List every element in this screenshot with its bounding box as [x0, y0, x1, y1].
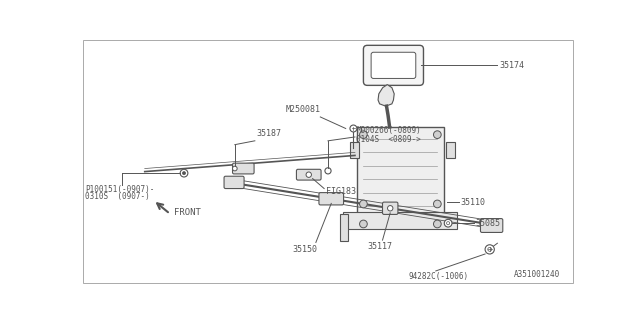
Circle shape	[444, 219, 452, 227]
Text: FIG183: FIG183	[326, 187, 356, 196]
FancyBboxPatch shape	[224, 176, 244, 188]
Text: 35174: 35174	[499, 61, 524, 70]
Text: 0310S  (0907-): 0310S (0907-)	[86, 192, 150, 201]
Text: 0104S  <0809->: 0104S <0809->	[356, 135, 421, 144]
Text: FRONT: FRONT	[174, 208, 201, 217]
Circle shape	[350, 125, 357, 132]
Text: 35150: 35150	[292, 245, 318, 254]
Bar	[357, 127, 444, 218]
Circle shape	[180, 169, 188, 177]
FancyBboxPatch shape	[481, 219, 503, 232]
FancyBboxPatch shape	[296, 169, 321, 180]
Text: 35110: 35110	[460, 198, 486, 207]
Bar	[344, 212, 458, 228]
Text: 35117: 35117	[367, 243, 392, 252]
Polygon shape	[378, 84, 394, 106]
Circle shape	[488, 247, 492, 251]
Circle shape	[433, 200, 441, 208]
Circle shape	[360, 200, 367, 208]
FancyBboxPatch shape	[319, 193, 344, 205]
Text: 94282C(-1006): 94282C(-1006)	[409, 272, 469, 281]
Bar	[349, 142, 359, 158]
Circle shape	[182, 172, 186, 175]
FancyBboxPatch shape	[232, 163, 254, 174]
Text: 35085: 35085	[476, 219, 501, 228]
Circle shape	[433, 220, 441, 228]
Text: M250081: M250081	[285, 105, 321, 114]
Circle shape	[360, 131, 367, 139]
Text: M000266(-0809): M000266(-0809)	[356, 126, 421, 135]
Circle shape	[360, 220, 367, 228]
Circle shape	[325, 168, 331, 174]
Circle shape	[232, 166, 237, 171]
FancyBboxPatch shape	[364, 45, 424, 85]
Circle shape	[447, 222, 450, 225]
Bar	[446, 142, 455, 158]
FancyBboxPatch shape	[383, 202, 398, 214]
Text: P100151(-0907)-: P100151(-0907)-	[86, 185, 155, 194]
Circle shape	[433, 131, 441, 139]
FancyBboxPatch shape	[371, 52, 416, 78]
Bar	[340, 214, 348, 241]
Circle shape	[306, 172, 312, 177]
Circle shape	[388, 205, 393, 211]
Circle shape	[485, 245, 494, 254]
Text: 35187: 35187	[257, 130, 282, 139]
Text: A351001240: A351001240	[515, 270, 561, 279]
